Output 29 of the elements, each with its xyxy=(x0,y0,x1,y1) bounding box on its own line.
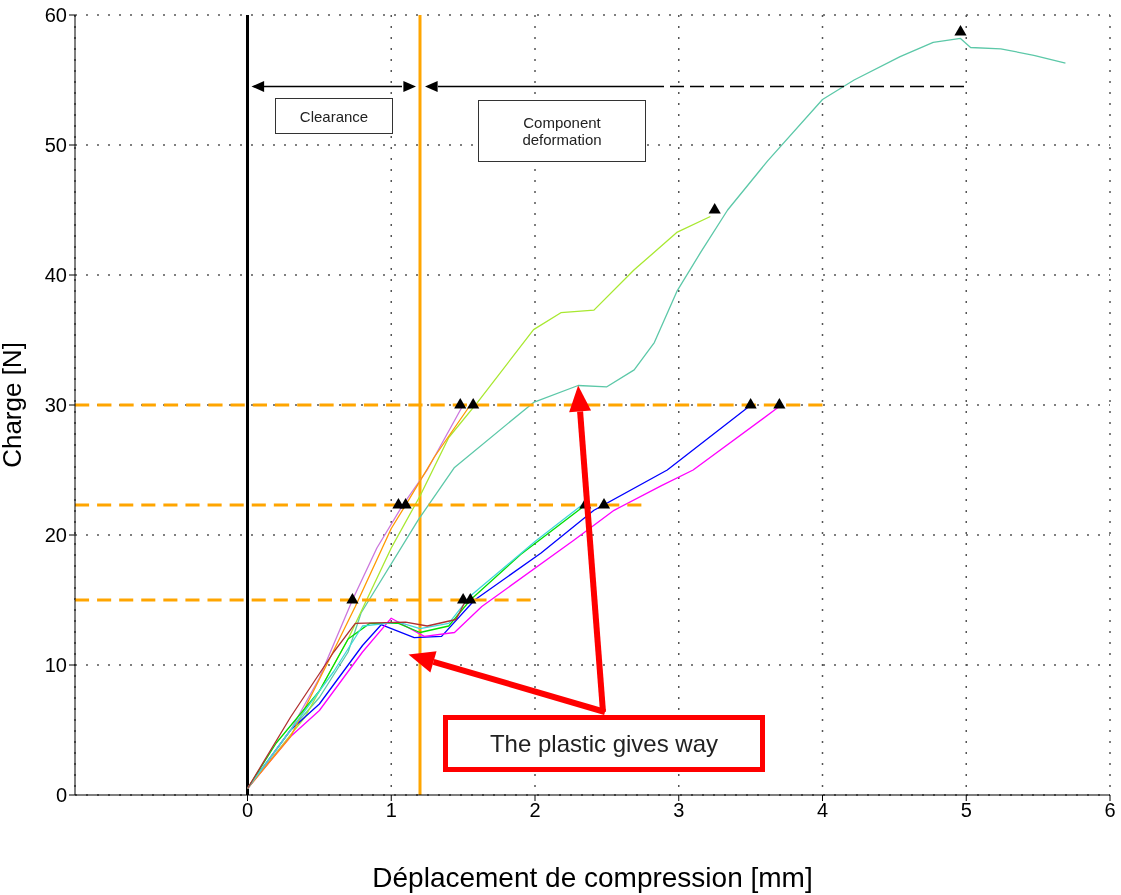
point xyxy=(399,498,412,509)
x-tick-label: 0 xyxy=(241,799,254,822)
x-axis-title: Déplacement de compression [mm] xyxy=(372,862,813,893)
x-tick-label: 3 xyxy=(673,799,685,822)
y-tick-label: 20 xyxy=(44,524,67,547)
y-tick-label: 50 xyxy=(44,134,67,157)
y-tick-label: 0 xyxy=(55,784,67,807)
point xyxy=(346,592,359,604)
point xyxy=(467,397,480,409)
x-tick-label: 5 xyxy=(960,799,972,822)
point xyxy=(597,498,611,509)
label-box: Clearance xyxy=(275,98,393,134)
point xyxy=(454,397,467,409)
y-tick-label: 30 xyxy=(44,394,67,417)
x-tick-label: 6 xyxy=(1104,799,1116,822)
x-tick-label: 1 xyxy=(385,799,397,822)
x-tick-label: 2 xyxy=(529,799,541,822)
point xyxy=(773,397,786,409)
y-axis-title: Charge [N] xyxy=(0,342,28,468)
point xyxy=(708,202,721,214)
point xyxy=(464,592,477,604)
label-box: Component deformation xyxy=(478,100,646,162)
point xyxy=(744,397,757,409)
y-tick-label: 60 xyxy=(44,4,67,27)
point xyxy=(954,24,967,36)
x-tick-label: 4 xyxy=(816,799,829,822)
y-tick-label: 40 xyxy=(44,264,67,287)
label-box: The plastic gives way xyxy=(443,715,765,772)
y-tick-label: 10 xyxy=(44,654,67,677)
